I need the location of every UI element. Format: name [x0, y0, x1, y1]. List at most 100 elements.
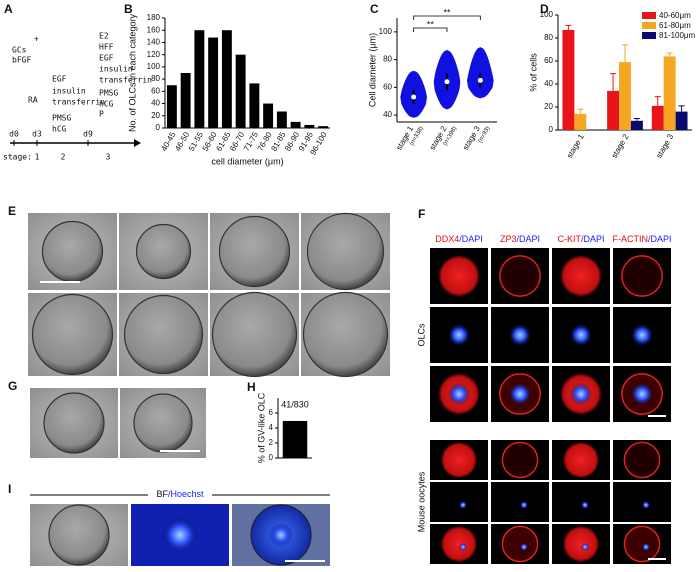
marker-name: ZP3 — [500, 234, 517, 244]
panel-label: G — [8, 379, 17, 393]
column-header: F-ACTIN/DAPI — [612, 234, 671, 244]
legend-label: 61-80μm — [659, 21, 691, 30]
blue-signal — [630, 323, 654, 347]
timeline-text: transferrin — [99, 76, 152, 85]
red-signal — [499, 255, 541, 297]
bar — [304, 124, 315, 128]
x-tick-label: stage 2 — [610, 132, 631, 160]
violin — [467, 47, 494, 99]
timeline-day: d0 — [9, 130, 19, 139]
y-tick-label: 60 — [383, 82, 392, 91]
blue-signal — [569, 323, 593, 347]
bar — [276, 111, 287, 128]
bar — [208, 37, 219, 128]
y-axis-label: % of cells — [528, 53, 538, 92]
timeline-text: insulin — [99, 65, 133, 74]
cell — [41, 220, 104, 283]
panel-label: A — [4, 2, 13, 16]
y-tick-label: 120 — [147, 50, 161, 59]
y-tick-label: 80 — [544, 33, 553, 42]
blue-signal — [520, 543, 528, 551]
bar — [221, 30, 232, 128]
legend-swatch — [642, 12, 656, 19]
cell — [306, 212, 385, 291]
bar — [282, 420, 308, 458]
bar — [607, 90, 620, 130]
timeline-text: PMSG — [99, 89, 118, 98]
column-header: C-KIT/DAPI — [557, 234, 604, 244]
stage-label: stage: — [3, 153, 32, 162]
x-tick-label: stage 3 — [654, 132, 675, 160]
y-tick-label: 20 — [151, 111, 160, 120]
timeline-text: EGF — [99, 54, 114, 63]
timeline-text: P — [99, 110, 104, 119]
y-tick-label: 2 — [269, 438, 274, 447]
error-bar — [678, 105, 685, 112]
red-signal — [563, 442, 599, 478]
red-signal — [621, 255, 663, 297]
y-axis-label: % of GV-like OLC — [256, 392, 266, 463]
panel-label: F — [418, 207, 425, 221]
stain-name: /DAPI — [459, 234, 483, 244]
blue-signal — [508, 382, 532, 406]
column-header: DDX4/DAPI — [435, 234, 483, 244]
marker-name: F-ACTIN — [612, 234, 648, 244]
panel-label: C — [370, 2, 379, 16]
blue-signal — [630, 382, 654, 406]
blue-signal — [581, 543, 589, 551]
stain-name: /DAPI — [648, 234, 672, 244]
y-tick-label: 100 — [540, 10, 554, 19]
row-label: OLCs — [416, 323, 426, 347]
timeline-day: d3 — [32, 130, 42, 139]
bar — [235, 54, 246, 128]
fluorescence-image — [552, 482, 610, 522]
y-tick-label: 180 — [147, 13, 161, 22]
stain-name: /DAPI — [517, 234, 541, 244]
fluorescence-image — [613, 248, 671, 304]
blue-signal — [642, 543, 650, 551]
bar — [651, 105, 664, 130]
fluorescence-image — [430, 482, 488, 522]
header-part: BF — [156, 489, 168, 499]
bar — [194, 30, 205, 128]
timeline-arrow — [134, 139, 141, 147]
timeline-text: HFF — [99, 43, 114, 52]
cell — [43, 392, 105, 454]
bar — [675, 111, 688, 130]
stage-number: 2 — [61, 153, 66, 162]
timeline-text: RA — [28, 96, 38, 105]
cell — [211, 291, 298, 378]
red-signal — [438, 255, 480, 297]
blue-signal — [581, 501, 589, 509]
panel-label: E — [8, 204, 16, 218]
red-signal — [441, 442, 477, 478]
error-bar — [633, 118, 640, 121]
median-dot — [444, 79, 450, 85]
fluorescence-image — [491, 440, 549, 480]
significance-label: ** — [443, 7, 451, 17]
fluorescence-image — [613, 482, 671, 522]
timeline-text: GCs — [12, 46, 27, 55]
blue-signal — [520, 501, 528, 509]
header-bg — [148, 489, 212, 501]
y-tick-label: 0 — [156, 123, 161, 132]
significance-label: ** — [427, 19, 435, 29]
header-part: /Hoechst — [168, 489, 204, 499]
y-tick-label: 100 — [147, 62, 161, 71]
stain-name: /DAPI — [581, 234, 605, 244]
cell — [31, 293, 114, 376]
y-tick-label: 60 — [151, 86, 160, 95]
timeline-text: transferrin — [52, 98, 105, 107]
blue-signal — [459, 501, 467, 509]
y-tick-label: 0 — [269, 453, 274, 462]
bar — [249, 83, 260, 128]
bar — [263, 103, 274, 128]
y-tick-label: 40 — [544, 79, 553, 88]
error-bar — [565, 24, 572, 30]
error-bar — [610, 73, 617, 91]
error-bar — [622, 44, 628, 63]
red-signal — [501, 525, 539, 563]
bar — [630, 120, 643, 130]
timeline-text: hCG — [52, 125, 67, 134]
